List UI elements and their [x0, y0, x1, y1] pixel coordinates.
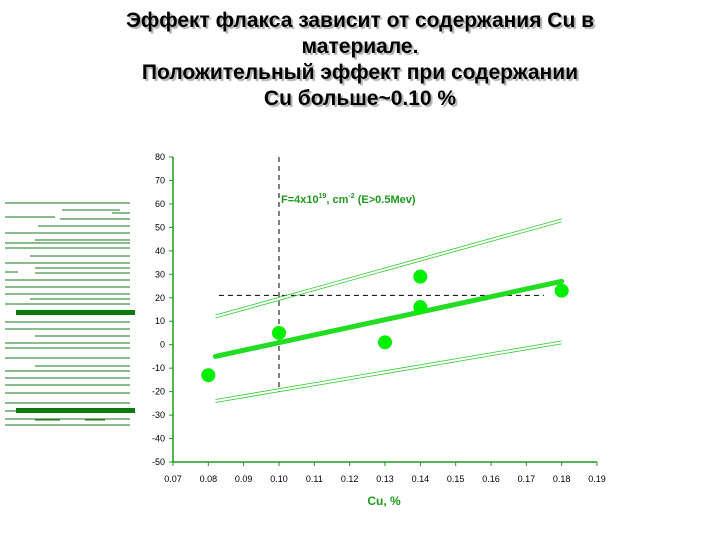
- data-point: [554, 283, 569, 298]
- x-tick-label: 0.19: [588, 474, 606, 484]
- lower-band-line: [215, 343, 562, 403]
- fit-line: [212, 278, 565, 359]
- decor-thick-bar: [16, 310, 135, 315]
- lower-band-line: [215, 340, 562, 400]
- data-point: [272, 325, 286, 340]
- y-tick-label: -30: [152, 410, 165, 420]
- title-line-4: Cu больше~0.10 %: [263, 87, 457, 110]
- x-tick-label: 0.13: [376, 474, 394, 484]
- annotation-exp1: 19: [319, 193, 327, 200]
- x-tick-label: 0.14: [412, 474, 430, 484]
- x-tick-label: 0.12: [341, 474, 359, 484]
- x-tick-label: 0.15: [447, 474, 465, 484]
- flux-annotation: F=4x1019, cm-2 (E>0.5Mev): [281, 193, 416, 206]
- decor-thick-bar: [16, 408, 135, 413]
- y-tick-label: 10: [155, 316, 165, 326]
- data-points: [201, 269, 569, 383]
- tick-labels: 80 70 60 50 40 30 20 10 0 -10 -20 -30 -40 -50 0.07 0.08…: [152, 152, 606, 484]
- y-tick-label: 80: [155, 152, 165, 162]
- x-tick-label: 0.09: [235, 474, 253, 484]
- y-tick-label: -50: [152, 457, 165, 467]
- x-tick-label: 0.07: [164, 474, 182, 484]
- slide-title: Эффект флакса зависит от содержания Cu в…: [0, 8, 720, 112]
- title-line-3: Положительный эффект при содержании: [141, 61, 579, 84]
- reference-lines: [218, 157, 544, 392]
- annotation-base: F=4x10: [281, 194, 319, 206]
- confidence-bands: [215, 218, 562, 403]
- y-tick-label: 60: [155, 199, 165, 209]
- y-tick-label: -40: [152, 434, 165, 444]
- y-tick-label: 20: [155, 293, 165, 303]
- x-tick-label: 0.17: [518, 474, 536, 484]
- annotation-tail: (E>0.5Mev): [355, 194, 416, 206]
- annotation-mid: , cm: [326, 194, 348, 206]
- left-decoration: [5, 202, 135, 426]
- x-tick-label: 0.18: [553, 474, 571, 484]
- x-tick-label: 0.08: [200, 474, 218, 484]
- x-tick-label: 0.10: [270, 474, 288, 484]
- title-line-1: Эффект флакса зависит от содержания Cu в: [125, 9, 595, 32]
- y-tick-label: 0: [160, 340, 165, 350]
- y-tick-label: -10: [152, 363, 165, 373]
- title-line-2: материале.: [301, 35, 419, 58]
- x-tick-label: 0.16: [482, 474, 500, 484]
- data-point: [413, 300, 428, 315]
- data-point: [413, 269, 428, 284]
- upper-band-line: [215, 218, 562, 316]
- x-axis-label: Cu, %: [367, 494, 401, 508]
- y-tick-label: -20: [152, 387, 165, 397]
- y-tick-label: 40: [155, 246, 165, 256]
- x-tick-label: 0.11: [306, 474, 323, 484]
- data-point: [378, 335, 392, 350]
- fit-line-group: [212, 278, 565, 359]
- annotation-exp2: -2: [348, 193, 354, 200]
- y-tick-label: 30: [155, 269, 165, 279]
- chart-axes: [169, 156, 598, 466]
- y-tick-label: 50: [155, 222, 165, 232]
- upper-band-line: [215, 221, 562, 319]
- data-point: [201, 368, 216, 383]
- y-tick-label: 70: [155, 175, 165, 185]
